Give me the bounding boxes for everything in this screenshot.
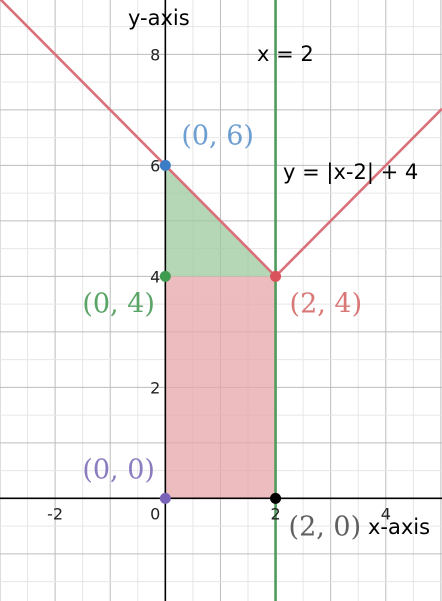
abs-function-equation: y = |x-2| + 4 — [283, 160, 418, 185]
pt-0-6-label: (0, 6) — [181, 120, 254, 151]
pt-2-4-marker — [270, 270, 282, 282]
y-tick-label: 8 — [150, 45, 160, 64]
y-tick-label: 2 — [150, 378, 160, 397]
x-axis-title: x-axis — [368, 515, 430, 539]
pt-0-4-marker — [159, 270, 171, 282]
pt-0-6-marker — [159, 159, 171, 171]
tick-labels: -2 0 2 4 2 4 6 8 — [47, 45, 391, 523]
vertical-line-equation: x = 2 — [257, 42, 314, 66]
y-axis-title: y-axis — [128, 6, 190, 30]
pt-0-0-marker — [159, 492, 171, 504]
rectangle-region — [165, 276, 276, 499]
points: (0, 6) (0, 4) (2, 4) (0, 0) (2, 0) — [82, 120, 362, 542]
y-tick-label: 6 — [150, 156, 160, 175]
x-tick-label: 2 — [270, 504, 280, 523]
pt-2-0-marker — [270, 492, 282, 504]
pt-0-4-label: (0, 4) — [82, 288, 155, 319]
x-tick-label: -2 — [47, 504, 63, 523]
pt-2-4-label: (2, 4) — [290, 288, 363, 319]
x-tick-label: 0 — [150, 504, 160, 523]
y-tick-label: 4 — [150, 267, 160, 286]
x-tick-label: 4 — [381, 504, 391, 523]
pt-2-0-label: (2, 0) — [289, 511, 362, 542]
pt-0-0-label: (0, 0) — [82, 454, 155, 485]
labels: y-axis x-axis x = 2 y = |x-2| + 4 — [128, 6, 430, 539]
